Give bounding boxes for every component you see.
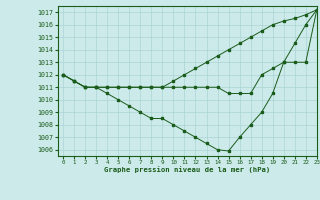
X-axis label: Graphe pression niveau de la mer (hPa): Graphe pression niveau de la mer (hPa) <box>104 167 270 173</box>
